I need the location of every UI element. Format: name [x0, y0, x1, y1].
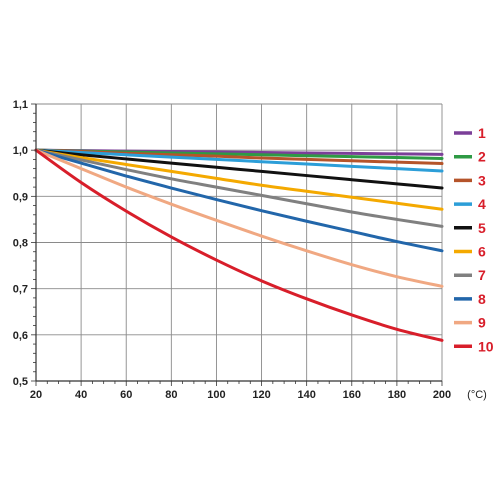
- legend-label-8: 8: [478, 291, 486, 307]
- y-tick-label: 0,6: [13, 330, 28, 342]
- y-tick-label: 1,0: [13, 145, 28, 157]
- x-tick-label: 60: [120, 389, 132, 401]
- x-tick-label: 180: [388, 389, 406, 401]
- legend-label-10: 10: [478, 338, 494, 354]
- y-tick-label: 0,8: [13, 238, 28, 250]
- series-line-10: [34, 148, 444, 342]
- legend: 1 2 3 4 5 6 7 8 9 10: [454, 125, 494, 354]
- y-tick-label: 0,7: [13, 284, 28, 296]
- axes: [31, 103, 443, 386]
- x-axis-unit-label: (°C): [467, 389, 487, 401]
- legend-label-5: 5: [478, 220, 486, 236]
- series-line-5: [34, 148, 444, 190]
- legend-label-2: 2: [478, 149, 486, 165]
- legend-label-3: 3: [478, 172, 486, 188]
- x-tick-label: 20: [30, 389, 42, 401]
- grid: [35, 103, 443, 382]
- y-tick-labels: 0,5 0,6 0,7 0,8 0,9 1,0 1,1: [13, 99, 28, 388]
- x-tick-label: 80: [165, 389, 177, 401]
- x-tick-label: 100: [207, 389, 225, 401]
- series-line-6: [34, 148, 444, 211]
- x-tick-label: 120: [252, 389, 270, 401]
- series-line-8: [34, 148, 444, 253]
- legend-label-6: 6: [478, 244, 486, 260]
- y-tick-label: 0,9: [13, 191, 28, 203]
- x-tick-label: 40: [75, 389, 87, 401]
- legend-label-4: 4: [478, 196, 486, 212]
- legend-label-1: 1: [478, 125, 486, 141]
- series-line-7: [34, 148, 444, 228]
- x-tick-label: 200: [433, 389, 451, 401]
- legend-label-9: 9: [478, 315, 486, 331]
- x-tick-label: 160: [343, 389, 361, 401]
- series-lines: [34, 148, 444, 342]
- x-tick-labels: 20 40 60 80 100 120 140 160 180 200: [30, 389, 451, 401]
- legend-label-7: 7: [478, 267, 486, 283]
- series-line-4: [34, 148, 444, 173]
- y-tick-label: 1,1: [13, 99, 28, 111]
- series-line-9: [34, 148, 444, 288]
- y-tick-label: 0,5: [13, 376, 28, 388]
- x-tick-label: 140: [297, 389, 315, 401]
